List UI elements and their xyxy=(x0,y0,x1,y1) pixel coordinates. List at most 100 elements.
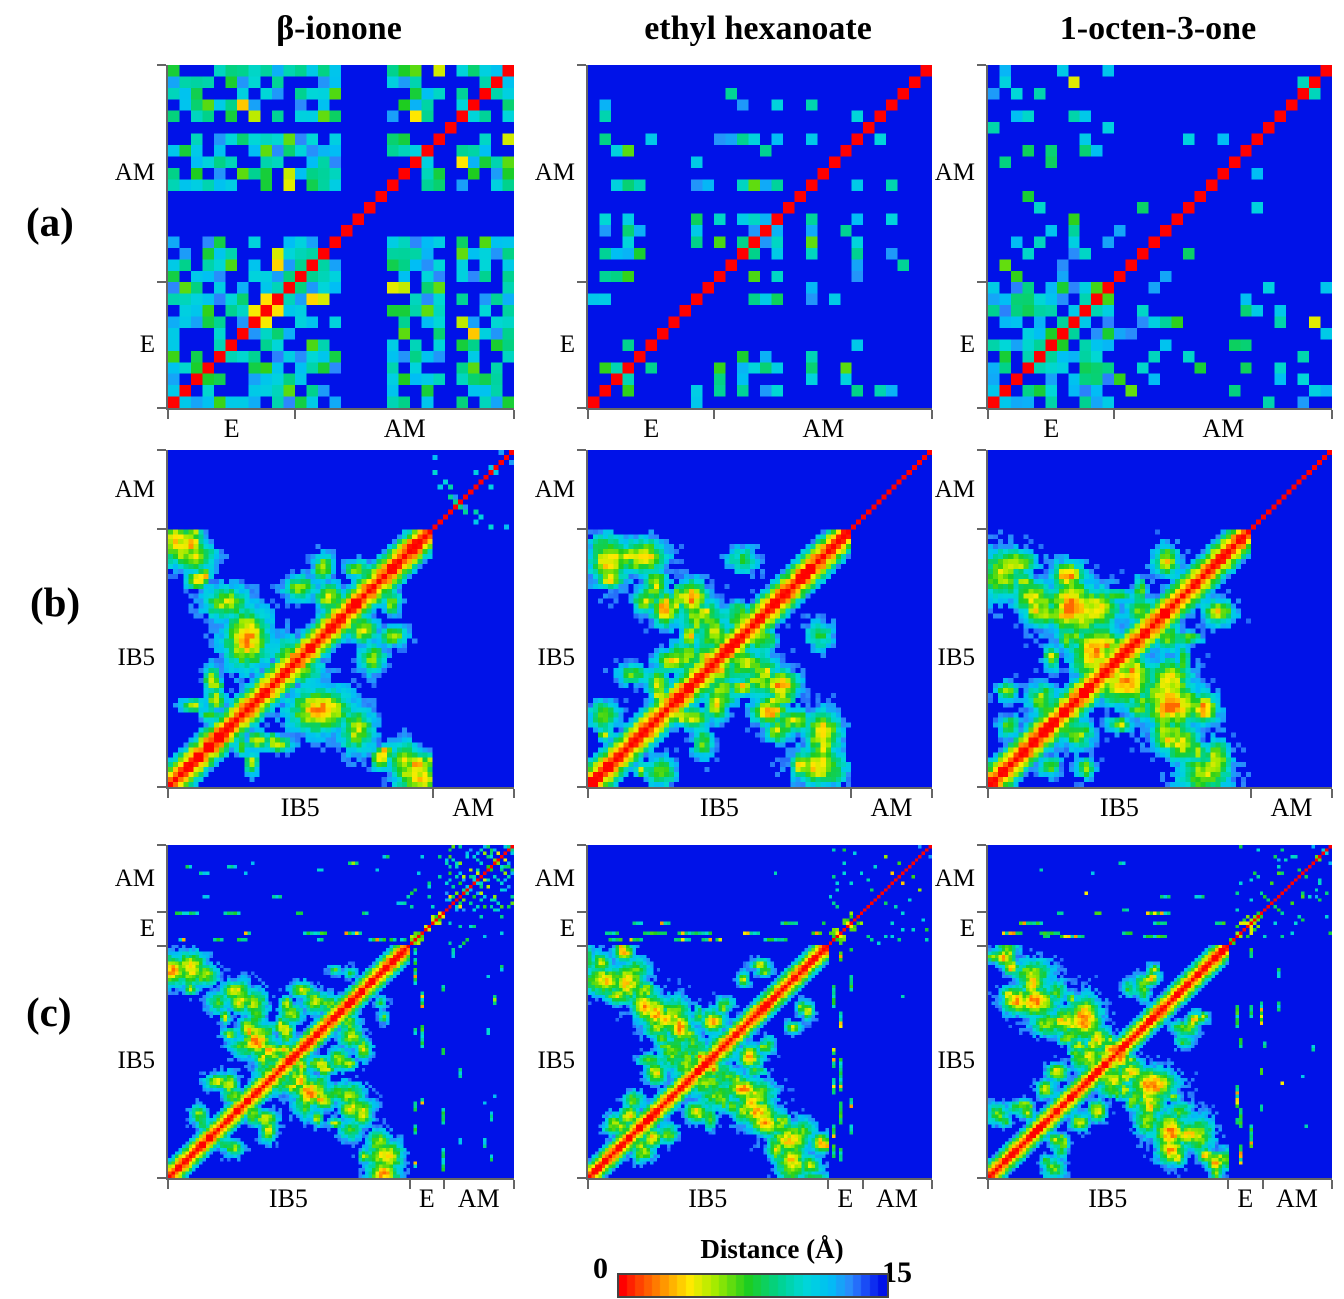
x-axis-tick xyxy=(167,789,169,798)
column-title-1-octen-3-one: 1-octen-3-one xyxy=(1059,10,1257,47)
x-axis-block-label: IB5 xyxy=(1088,1184,1128,1213)
heatmap-panel-a-1-octen-3-one: AM E E AM xyxy=(935,64,1333,443)
x-axis-tick xyxy=(931,1180,933,1189)
x-axis-tick xyxy=(431,789,434,798)
y-axis-tick xyxy=(577,407,586,409)
y-axis-block-label: E xyxy=(139,330,155,358)
y-axis-tick xyxy=(977,528,986,531)
x-axis-tick xyxy=(513,1180,515,1189)
x-axis-tick xyxy=(443,1180,446,1189)
x-axis-tick xyxy=(987,1180,989,1189)
y-axis-tick xyxy=(157,281,166,284)
y-axis-block-label: IB5 xyxy=(937,644,976,672)
y-axis-block-label: AM xyxy=(534,864,575,892)
heatmap-canvas xyxy=(168,65,514,408)
x-axis-tick xyxy=(1331,1180,1333,1189)
x-axis-block-label: AM xyxy=(452,793,495,822)
x-axis-block-label: E xyxy=(418,1184,435,1213)
x-axis-block-label: AM xyxy=(1202,414,1245,443)
x-axis-tick xyxy=(827,1180,830,1189)
y-axis-tick xyxy=(577,449,586,451)
heatmap-panel-b-beta-ionone: AM IB5 IB5 AM xyxy=(115,449,515,822)
y-axis-tick xyxy=(157,1177,166,1179)
heatmap-panel-c-beta-ionone: AM E IB5 IB5 E AM xyxy=(115,844,515,1213)
x-axis-tick xyxy=(850,789,853,798)
y-axis-tick xyxy=(157,449,166,451)
x-axis-block-label: IB5 xyxy=(280,793,320,822)
heatmap-panel-c-1-octen-3-one: AM E IB5 IB5 E AM xyxy=(935,844,1333,1213)
y-axis-tick xyxy=(977,64,986,66)
y-axis-tick xyxy=(977,844,986,846)
x-axis-tick xyxy=(987,789,989,798)
x-axis-tick xyxy=(1227,1180,1230,1189)
heatmap-panel-c-ethyl-hexanoate: AM E IB5 IB5 E AM xyxy=(535,844,933,1213)
y-axis-tick xyxy=(577,528,586,531)
y-axis-block-label: AM xyxy=(534,159,575,187)
x-axis-block-label: AM xyxy=(1270,793,1313,822)
x-axis-tick xyxy=(587,789,589,798)
y-axis-tick xyxy=(577,911,586,914)
y-axis-block-label: AM xyxy=(934,475,975,503)
x-axis-block-label: AM xyxy=(457,1184,500,1213)
heatmap-canvas xyxy=(588,65,932,408)
y-axis-block-label: IB5 xyxy=(537,644,576,672)
y-axis-tick xyxy=(977,281,986,284)
heatmap-canvas xyxy=(988,450,1332,787)
x-axis-block-label: AM xyxy=(1275,1184,1318,1213)
y-axis-tick xyxy=(577,64,586,66)
y-axis-tick xyxy=(977,449,986,451)
y-axis-block-label: AM xyxy=(934,864,975,892)
y-axis-block-label: AM xyxy=(114,159,155,187)
x-axis-tick xyxy=(987,410,989,419)
heatmap-panel-a-beta-ionone: AM E E AM xyxy=(115,64,515,443)
y-axis-block-label: E xyxy=(959,330,975,358)
y-axis-tick xyxy=(157,911,166,914)
x-axis-block-label: E xyxy=(643,414,660,443)
y-axis-tick xyxy=(977,944,986,947)
x-axis-tick xyxy=(513,789,515,798)
x-axis-block-label: E xyxy=(223,414,240,443)
y-axis-tick xyxy=(577,281,586,284)
colorbar-min-label: 0 xyxy=(593,1252,608,1285)
y-axis-tick xyxy=(157,786,166,788)
heatmap-panel-b-ethyl-hexanoate: AM IB5 IB5 AM xyxy=(535,449,933,822)
heatmap-canvas xyxy=(168,450,514,787)
heatmap-canvas xyxy=(168,845,514,1178)
y-axis-block-label: E xyxy=(139,914,155,942)
y-axis-tick xyxy=(577,786,586,788)
y-axis-block-label: E xyxy=(959,914,975,942)
heatmap-panel-b-1-octen-3-one: AM IB5 IB5 AM xyxy=(935,449,1333,822)
colorbar-gradient xyxy=(617,1273,889,1298)
heatmap-panel-a-ethyl-hexanoate: AM E E AM xyxy=(535,64,933,443)
y-axis-tick xyxy=(577,844,586,846)
row-label-a: (a) xyxy=(26,199,74,245)
x-axis-block-label: AM xyxy=(870,793,913,822)
x-axis-tick xyxy=(513,410,515,419)
y-axis-block-label: AM xyxy=(934,159,975,187)
x-axis-tick xyxy=(861,1180,864,1189)
row-label-b: (b) xyxy=(30,579,81,625)
x-axis-tick xyxy=(1113,410,1116,419)
y-axis-tick xyxy=(157,844,166,846)
heatmap-canvas xyxy=(988,65,1332,408)
x-axis-block-label: AM xyxy=(802,414,845,443)
y-axis-tick xyxy=(157,944,166,947)
x-axis-block-label: IB5 xyxy=(699,793,739,822)
column-title-ethyl-hexanoate: ethyl hexanoate xyxy=(644,10,872,47)
x-axis-tick xyxy=(1250,789,1253,798)
heatmap-canvas xyxy=(988,845,1332,1178)
x-axis-tick xyxy=(713,410,716,419)
x-axis-tick xyxy=(167,410,169,419)
x-axis-tick xyxy=(931,789,933,798)
y-axis-tick xyxy=(157,64,166,66)
y-axis-tick xyxy=(977,786,986,788)
x-axis-tick xyxy=(1261,1180,1264,1189)
y-axis-block-label: AM xyxy=(114,864,155,892)
x-axis-block-label: IB5 xyxy=(688,1184,728,1213)
y-axis-block-label: IB5 xyxy=(117,644,156,672)
x-axis-tick xyxy=(587,1180,589,1189)
y-axis-tick xyxy=(157,407,166,409)
y-axis-tick xyxy=(577,1177,586,1179)
y-axis-tick xyxy=(977,407,986,409)
